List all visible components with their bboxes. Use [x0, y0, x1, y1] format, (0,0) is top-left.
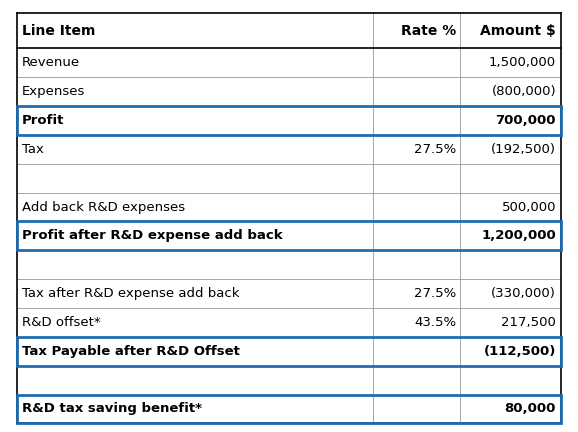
Text: 27.5%: 27.5% — [414, 287, 457, 300]
Text: Profit after R&D expense add back: Profit after R&D expense add back — [22, 229, 283, 242]
Bar — [17, 222, 561, 250]
Text: Amount $: Amount $ — [480, 24, 556, 38]
Text: R&D tax saving benefit*: R&D tax saving benefit* — [22, 403, 202, 416]
Bar — [17, 337, 561, 365]
Bar — [17, 48, 561, 77]
Text: Tax Payable after R&D Offset: Tax Payable after R&D Offset — [22, 345, 240, 358]
Text: Tax after R&D expense add back: Tax after R&D expense add back — [22, 287, 239, 300]
Bar — [17, 106, 561, 135]
Text: Revenue: Revenue — [22, 56, 80, 69]
Bar — [17, 135, 561, 164]
Text: 500,000: 500,000 — [502, 200, 556, 213]
Text: 1,200,000: 1,200,000 — [481, 229, 556, 242]
Text: (330,000): (330,000) — [491, 287, 556, 300]
Text: 1,500,000: 1,500,000 — [489, 56, 556, 69]
Bar — [17, 77, 561, 106]
Bar — [17, 222, 561, 250]
Bar — [17, 337, 561, 365]
Text: (192,500): (192,500) — [491, 143, 556, 156]
Text: 217,500: 217,500 — [501, 316, 556, 329]
Text: Add back R&D expenses: Add back R&D expenses — [22, 200, 185, 213]
Text: Profit: Profit — [22, 114, 64, 127]
Text: 80,000: 80,000 — [505, 403, 556, 416]
Bar — [17, 394, 561, 423]
Bar — [17, 394, 561, 423]
Bar — [17, 193, 561, 222]
Text: R&D offset*: R&D offset* — [22, 316, 101, 329]
Text: 43.5%: 43.5% — [414, 316, 457, 329]
Text: 700,000: 700,000 — [495, 114, 556, 127]
Text: Expenses: Expenses — [22, 85, 86, 98]
Bar — [17, 106, 561, 135]
Text: 27.5%: 27.5% — [414, 143, 457, 156]
Text: Tax: Tax — [22, 143, 44, 156]
Bar — [17, 13, 561, 48]
Text: (112,500): (112,500) — [484, 345, 556, 358]
Text: (800,000): (800,000) — [491, 85, 556, 98]
Bar — [17, 365, 561, 394]
Bar — [17, 308, 561, 337]
Bar — [17, 279, 561, 308]
Bar — [17, 250, 561, 279]
Text: Line Item: Line Item — [22, 24, 95, 38]
Text: Rate %: Rate % — [401, 24, 457, 38]
Bar — [17, 164, 561, 193]
